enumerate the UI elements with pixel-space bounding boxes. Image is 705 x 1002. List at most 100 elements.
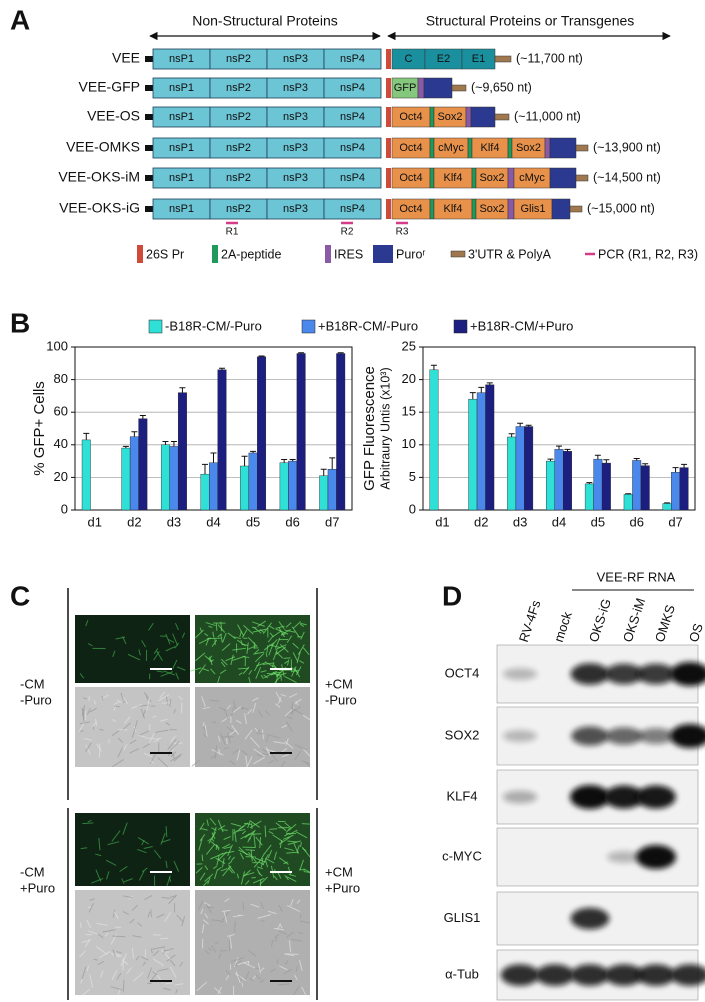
y-axis-label: Arbitraury Untis (x10³) <box>378 367 392 489</box>
cell <box>207 837 212 842</box>
ns-label: nsP4 <box>340 172 365 184</box>
bar <box>200 473 210 511</box>
cell <box>275 674 279 684</box>
cell <box>299 914 302 919</box>
cell <box>254 653 265 663</box>
cell <box>153 849 162 859</box>
cell <box>138 649 141 656</box>
utr <box>451 84 467 92</box>
cell <box>80 847 88 850</box>
cell <box>245 755 248 767</box>
segment <box>471 198 477 220</box>
cell <box>227 632 236 640</box>
cell <box>131 948 135 959</box>
cell <box>150 909 152 918</box>
cell <box>212 721 217 724</box>
ns-label: nsP2 <box>226 111 251 123</box>
segment <box>471 167 477 189</box>
cell <box>249 977 254 982</box>
cell <box>204 865 209 871</box>
cell <box>224 898 230 903</box>
cell <box>295 701 299 706</box>
cell <box>291 626 301 638</box>
cell <box>284 959 289 965</box>
error-bar <box>162 441 169 445</box>
cell <box>199 834 206 842</box>
cell <box>252 621 265 627</box>
cell <box>89 974 94 988</box>
segment <box>549 137 577 159</box>
cell <box>202 733 209 739</box>
cell <box>211 919 222 922</box>
cell <box>195 652 206 662</box>
cell <box>280 693 287 697</box>
cell <box>174 622 179 631</box>
cell <box>113 706 117 712</box>
cell <box>129 748 140 754</box>
cell <box>86 965 89 972</box>
cell <box>137 922 143 927</box>
cell <box>279 839 283 849</box>
cell <box>124 878 133 883</box>
cell <box>122 697 129 705</box>
cell <box>127 653 141 661</box>
cell <box>287 840 298 843</box>
cell <box>297 644 305 655</box>
legend-swatch <box>450 250 466 258</box>
cell <box>280 633 286 636</box>
header: Non-Structural Proteins <box>192 13 338 29</box>
band <box>503 730 537 742</box>
cell <box>223 835 231 840</box>
cell <box>166 875 171 887</box>
bar <box>81 439 91 511</box>
utr <box>569 205 583 213</box>
bar <box>279 462 289 511</box>
cell <box>225 969 231 976</box>
error-bar <box>672 467 679 473</box>
band <box>636 845 676 869</box>
error-bar <box>298 352 305 354</box>
cell <box>275 822 287 832</box>
stub <box>145 206 153 212</box>
protein-label: c-MYC <box>442 848 482 863</box>
legend-label: 2A-peptide <box>221 247 282 261</box>
cell <box>265 860 269 868</box>
cell <box>82 697 88 700</box>
x-tick-label: d3 <box>167 514 181 529</box>
cell <box>223 911 228 923</box>
band <box>670 724 705 748</box>
band <box>503 668 537 680</box>
segment-label: cMyc <box>438 142 464 154</box>
cell <box>121 722 131 731</box>
cell <box>288 940 292 953</box>
promoter <box>386 78 391 98</box>
bar <box>177 392 187 511</box>
bar <box>327 469 337 511</box>
cell <box>216 866 222 871</box>
cell <box>214 869 218 880</box>
legend-label: 3'UTR & PolyA <box>468 247 552 261</box>
cell <box>85 619 89 627</box>
cell <box>302 647 310 656</box>
cell <box>221 843 231 849</box>
cell <box>81 966 87 980</box>
cell <box>156 650 163 662</box>
length-label: (~9,650 nt) <box>471 80 532 94</box>
error-bar <box>289 458 296 462</box>
cell <box>117 989 121 996</box>
cell <box>237 624 245 637</box>
cell <box>224 709 229 720</box>
cell <box>296 651 301 664</box>
condition-label: -CM <box>20 676 45 691</box>
cell <box>290 706 303 715</box>
cell <box>142 743 151 749</box>
cell <box>236 960 250 966</box>
cell <box>254 727 259 732</box>
cell <box>102 929 116 933</box>
cell <box>253 649 260 656</box>
cell <box>222 632 227 643</box>
cell <box>201 854 204 862</box>
cell <box>97 933 104 939</box>
cell <box>302 748 311 757</box>
cell <box>141 640 147 648</box>
